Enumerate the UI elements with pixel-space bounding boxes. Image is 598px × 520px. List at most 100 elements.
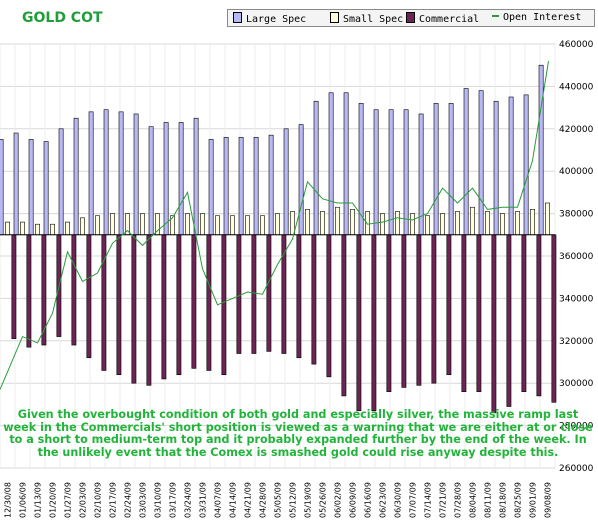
large-spec-bar bbox=[328, 92, 334, 236]
large-spec-bar bbox=[88, 111, 94, 236]
large-spec-bar bbox=[58, 128, 64, 236]
x-tick-label: 03/03/09 bbox=[139, 482, 148, 518]
commercial-bar bbox=[506, 234, 512, 407]
large-spec-bar bbox=[118, 111, 124, 236]
large-spec-bar bbox=[523, 94, 529, 236]
commercial-bar bbox=[386, 234, 392, 392]
small-spec-bar bbox=[65, 221, 70, 236]
x-tick-label: 03/17/09 bbox=[169, 482, 178, 518]
y-axis-ticks: 260000 280000 300000 320000 340000 360000 3800… bbox=[559, 40, 594, 474]
legend-item-large-spec: Large Spec bbox=[233, 12, 306, 25]
commercial-bar bbox=[536, 234, 542, 397]
small-spec-bar bbox=[200, 213, 205, 236]
x-tick-label: 07/28/09 bbox=[454, 482, 463, 518]
y-tick-label: 300000 bbox=[559, 379, 594, 389]
commercial-bar bbox=[551, 234, 557, 403]
small-spec-bar bbox=[350, 209, 355, 236]
x-tick-label: 04/28/09 bbox=[259, 482, 268, 518]
small-spec-bar bbox=[5, 221, 10, 236]
small-spec-bar bbox=[215, 215, 220, 236]
large-spec-bar bbox=[148, 126, 154, 236]
x-tick-label: 05/05/09 bbox=[274, 482, 283, 518]
x-tick-label: 04/21/09 bbox=[244, 482, 253, 518]
x-tick-label: 04/07/09 bbox=[214, 482, 223, 518]
small-spec-bar bbox=[50, 223, 55, 236]
commercial-bar bbox=[341, 234, 347, 397]
small-spec-bar bbox=[545, 202, 550, 236]
large-spec-bar bbox=[178, 122, 184, 236]
commercial-bar bbox=[131, 234, 137, 384]
large-spec-bar bbox=[208, 139, 214, 236]
small-spec-bar bbox=[185, 213, 190, 236]
small-spec-bar bbox=[320, 211, 325, 236]
small-spec-bar bbox=[110, 213, 115, 236]
legend-label-large-spec: Large Spec bbox=[246, 14, 307, 25]
x-tick-label: 02/24/09 bbox=[124, 482, 133, 518]
small-spec-bar bbox=[365, 211, 370, 236]
large-spec-bar bbox=[223, 136, 229, 236]
commercial-bar bbox=[251, 234, 257, 354]
large-spec-bar bbox=[508, 96, 514, 236]
large-spec-bar bbox=[43, 141, 49, 236]
x-tick-label: 05/12/09 bbox=[289, 482, 298, 518]
x-tick-label: 01/13/09 bbox=[34, 482, 43, 518]
large-spec-bar bbox=[388, 109, 394, 236]
large-spec-bar bbox=[433, 103, 439, 236]
commercial-bar bbox=[221, 234, 227, 376]
commercial-bar bbox=[71, 234, 77, 346]
commercial-bar bbox=[416, 234, 422, 386]
small-spec-bar bbox=[260, 215, 265, 236]
legend-label-commercial: Commercial bbox=[419, 14, 480, 25]
small-spec-bar bbox=[395, 211, 400, 236]
commercial-bar bbox=[311, 234, 317, 365]
commercial-bar bbox=[476, 234, 482, 392]
large-spec-bar bbox=[283, 128, 289, 236]
small-spec-bar bbox=[455, 211, 460, 236]
small-spec-bar bbox=[80, 217, 85, 236]
large-spec-bar bbox=[343, 92, 349, 236]
x-tick-label: 09/01/09 bbox=[529, 482, 538, 518]
x-tick-label: 06/09/09 bbox=[349, 482, 358, 518]
small-spec-bar bbox=[20, 221, 25, 236]
small-spec-bar bbox=[275, 213, 280, 236]
x-tick-label: 02/17/09 bbox=[109, 482, 118, 518]
large-spec-bar bbox=[163, 122, 169, 236]
commercial-bar bbox=[461, 234, 467, 392]
commercial-bar bbox=[401, 234, 407, 388]
x-tick-label: 08/04/09 bbox=[469, 482, 478, 518]
commercial-bar bbox=[176, 234, 182, 376]
commercial-bar bbox=[491, 234, 497, 414]
x-tick-label: 07/07/09 bbox=[409, 482, 418, 518]
x-tick-label: 01/06/09 bbox=[19, 482, 28, 518]
commercial-bar bbox=[356, 234, 362, 412]
large-spec-bar bbox=[313, 100, 319, 236]
commercial-bar bbox=[281, 234, 287, 354]
y-tick-label: 460000 bbox=[559, 40, 594, 50]
small-spec-bar bbox=[380, 213, 385, 236]
x-tick-label: 07/14/09 bbox=[424, 482, 433, 518]
small-spec-bar bbox=[335, 206, 340, 236]
commercial-bar bbox=[191, 234, 197, 369]
small-spec-bar bbox=[230, 215, 235, 236]
legend-swatch-open-interest bbox=[492, 15, 499, 17]
x-tick-label: 12/30/08 bbox=[4, 482, 13, 518]
legend-swatch-small-spec bbox=[330, 12, 339, 23]
large-spec-bar bbox=[373, 109, 379, 236]
y-tick-label: 280000 bbox=[559, 422, 594, 432]
large-spec-bar bbox=[298, 124, 304, 236]
large-spec-bar bbox=[133, 113, 139, 236]
large-spec-bar bbox=[28, 139, 34, 236]
commercial-bar bbox=[521, 234, 527, 392]
commercial-bar bbox=[326, 234, 332, 378]
small-spec-bar bbox=[500, 213, 505, 236]
small-spec-bar bbox=[245, 215, 250, 236]
large-spec-bar bbox=[193, 117, 199, 236]
large-spec-bar bbox=[448, 103, 454, 236]
small-spec-bar bbox=[515, 211, 520, 236]
small-spec-bar bbox=[425, 215, 430, 236]
commercial-bar bbox=[266, 234, 272, 352]
x-tick-label: 02/10/09 bbox=[94, 482, 103, 518]
small-spec-bar bbox=[140, 213, 145, 236]
large-spec-bar bbox=[478, 90, 484, 236]
